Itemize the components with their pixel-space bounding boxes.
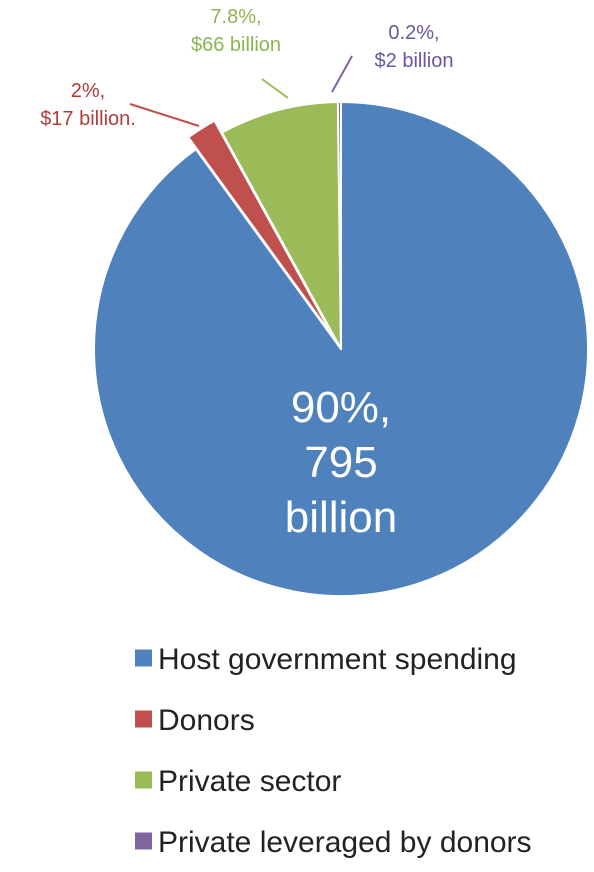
data-label-private-leveraged-by-donors: 0.2%, $2 billion bbox=[375, 22, 454, 72]
legend-label: Private sector bbox=[158, 765, 341, 798]
leader-line-donors bbox=[129, 103, 200, 127]
legend-item-private-leveraged-by-donors: Private leveraged by donors bbox=[135, 826, 532, 859]
legend-swatch bbox=[135, 710, 152, 728]
legend-item-private-sector: Private sector bbox=[135, 765, 341, 798]
legend-swatch bbox=[135, 771, 152, 789]
legend-label: Host government spending bbox=[158, 643, 517, 676]
legend-item-donors: Donors bbox=[135, 704, 255, 737]
slice-labels: 90%, 795 billion 2%, $17 billion. 7.8%, $66 bi… bbox=[40, 6, 453, 542]
leader-line-private-sector bbox=[261, 78, 289, 99]
legend-item-host-government-spending: Host government spending bbox=[135, 643, 517, 676]
legend-swatch bbox=[135, 649, 152, 667]
legend-label: Donors bbox=[158, 704, 255, 737]
pie-slice-host-government-spending bbox=[93, 101, 589, 597]
legend: Host government spending Donors Private se… bbox=[135, 643, 532, 859]
leader-lines bbox=[129, 55, 353, 127]
pie-slices bbox=[93, 101, 589, 597]
legend-label: Private leveraged by donors bbox=[158, 826, 532, 859]
pie-slice-donors bbox=[187, 119, 335, 339]
data-label-host-government-spending: 90%, 795 billion bbox=[285, 383, 398, 542]
legend-swatch bbox=[135, 832, 152, 850]
data-label-private-sector: 7.8%, $66 billion bbox=[191, 6, 281, 56]
data-label-donors: 2%, $17 billion. bbox=[40, 80, 136, 130]
pie-slice-private-sector bbox=[221, 101, 342, 350]
pie-slice-private-leveraged-by-donors bbox=[336, 101, 342, 350]
leader-line-private-leveraged-by-donors bbox=[331, 55, 353, 93]
